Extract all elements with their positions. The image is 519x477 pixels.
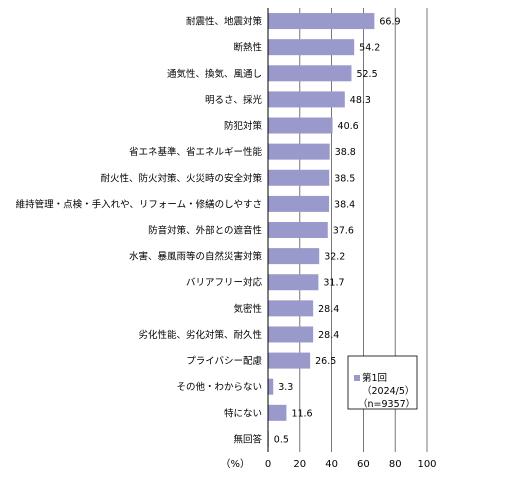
value-label: 54.2 bbox=[359, 43, 380, 54]
value-label: 38.4 bbox=[334, 199, 355, 210]
bars bbox=[268, 13, 375, 447]
value-label: 38.8 bbox=[335, 147, 356, 158]
value-labels: 66.9 54.2 52.5 48.3 40.6 38.8 38.5 38.4 37.6 32.2… bbox=[274, 17, 401, 446]
bar bbox=[268, 117, 333, 134]
value-label: 66.9 bbox=[379, 17, 400, 28]
value-label: 3.3 bbox=[278, 382, 293, 393]
category-labels: 耐震性、地震対策断熱性通気性、換気、風通し明るさ、採光防犯対策省エネ基準、省エネ… bbox=[16, 16, 263, 446]
bar bbox=[268, 91, 345, 108]
legend-entry-line-2: （2024/5） bbox=[362, 385, 414, 397]
category-label: 断熱性 bbox=[233, 42, 262, 54]
x-axis: （%） 0 20 40 60 80 100 bbox=[220, 8, 437, 470]
category-label: バリアフリー対応 bbox=[186, 277, 263, 289]
value-label: 0.5 bbox=[274, 434, 289, 445]
bar bbox=[268, 143, 330, 160]
value-label: 28.4 bbox=[318, 330, 339, 341]
bar bbox=[268, 248, 320, 265]
value-label: 52.5 bbox=[356, 69, 377, 80]
x-tick-label: 40 bbox=[325, 459, 338, 470]
category-label: 省エネ基準、省エネルギー性能 bbox=[129, 146, 263, 158]
bar bbox=[268, 169, 330, 186]
category-label: 耐火性、防火対策、火災時の安全対策 bbox=[100, 172, 262, 184]
bar bbox=[268, 378, 274, 395]
bar bbox=[268, 326, 314, 343]
bar bbox=[268, 404, 287, 421]
category-label: プライバシー配慮 bbox=[186, 355, 262, 367]
value-label: 40.6 bbox=[338, 121, 359, 132]
bar bbox=[268, 274, 319, 291]
category-label: 気密性 bbox=[233, 303, 262, 315]
value-label: 11.6 bbox=[291, 408, 312, 419]
category-label: 耐震性、地震対策 bbox=[186, 16, 263, 28]
category-label: 特にない bbox=[224, 407, 262, 419]
x-tick-label: 60 bbox=[357, 459, 370, 470]
bar bbox=[268, 65, 352, 82]
value-label: 37.6 bbox=[333, 226, 354, 237]
legend-entry-line-1: 第1回 bbox=[362, 372, 387, 384]
x-axis-label: （%） bbox=[220, 458, 250, 470]
category-label: 無回答 bbox=[233, 433, 262, 445]
value-label: 26.5 bbox=[315, 356, 336, 367]
category-label: 劣化性能、劣化対策、耐久性 bbox=[138, 329, 262, 341]
category-label: 明るさ、採光 bbox=[205, 94, 263, 106]
x-tick-label: 0 bbox=[265, 459, 271, 470]
x-tick-label: 20 bbox=[293, 459, 306, 470]
x-tick-label: 100 bbox=[417, 459, 436, 470]
legend: 第1回 （2024/5） （n=9357） bbox=[347, 355, 418, 410]
category-label: 防犯対策 bbox=[224, 120, 263, 132]
legend-swatch bbox=[354, 375, 360, 381]
value-label: 48.3 bbox=[350, 95, 371, 106]
legend-entry-line-3: （n=9357） bbox=[358, 398, 415, 410]
category-label: 通気性、換気、風通し bbox=[167, 68, 262, 80]
value-label: 32.2 bbox=[324, 252, 345, 263]
category-label: その他・わからない bbox=[176, 381, 262, 393]
category-label: 水害、暴風雨等の自然災害対策 bbox=[129, 251, 263, 263]
bar bbox=[268, 195, 330, 212]
value-label: 38.5 bbox=[334, 173, 355, 184]
value-label: 28.4 bbox=[318, 304, 339, 315]
bar bbox=[268, 300, 314, 317]
x-tick-label: 80 bbox=[389, 459, 402, 470]
bar bbox=[268, 352, 311, 369]
bar bbox=[268, 13, 375, 30]
category-label: 維持管理・点検・手入れや、リフォーム・修繕のしやすさ bbox=[16, 198, 262, 210]
bar bbox=[268, 39, 355, 56]
category-label: 防音対策、外部との遮音性 bbox=[148, 225, 262, 237]
bar bbox=[268, 222, 328, 238]
legend-box bbox=[347, 355, 418, 410]
value-label: 31.7 bbox=[323, 278, 344, 289]
